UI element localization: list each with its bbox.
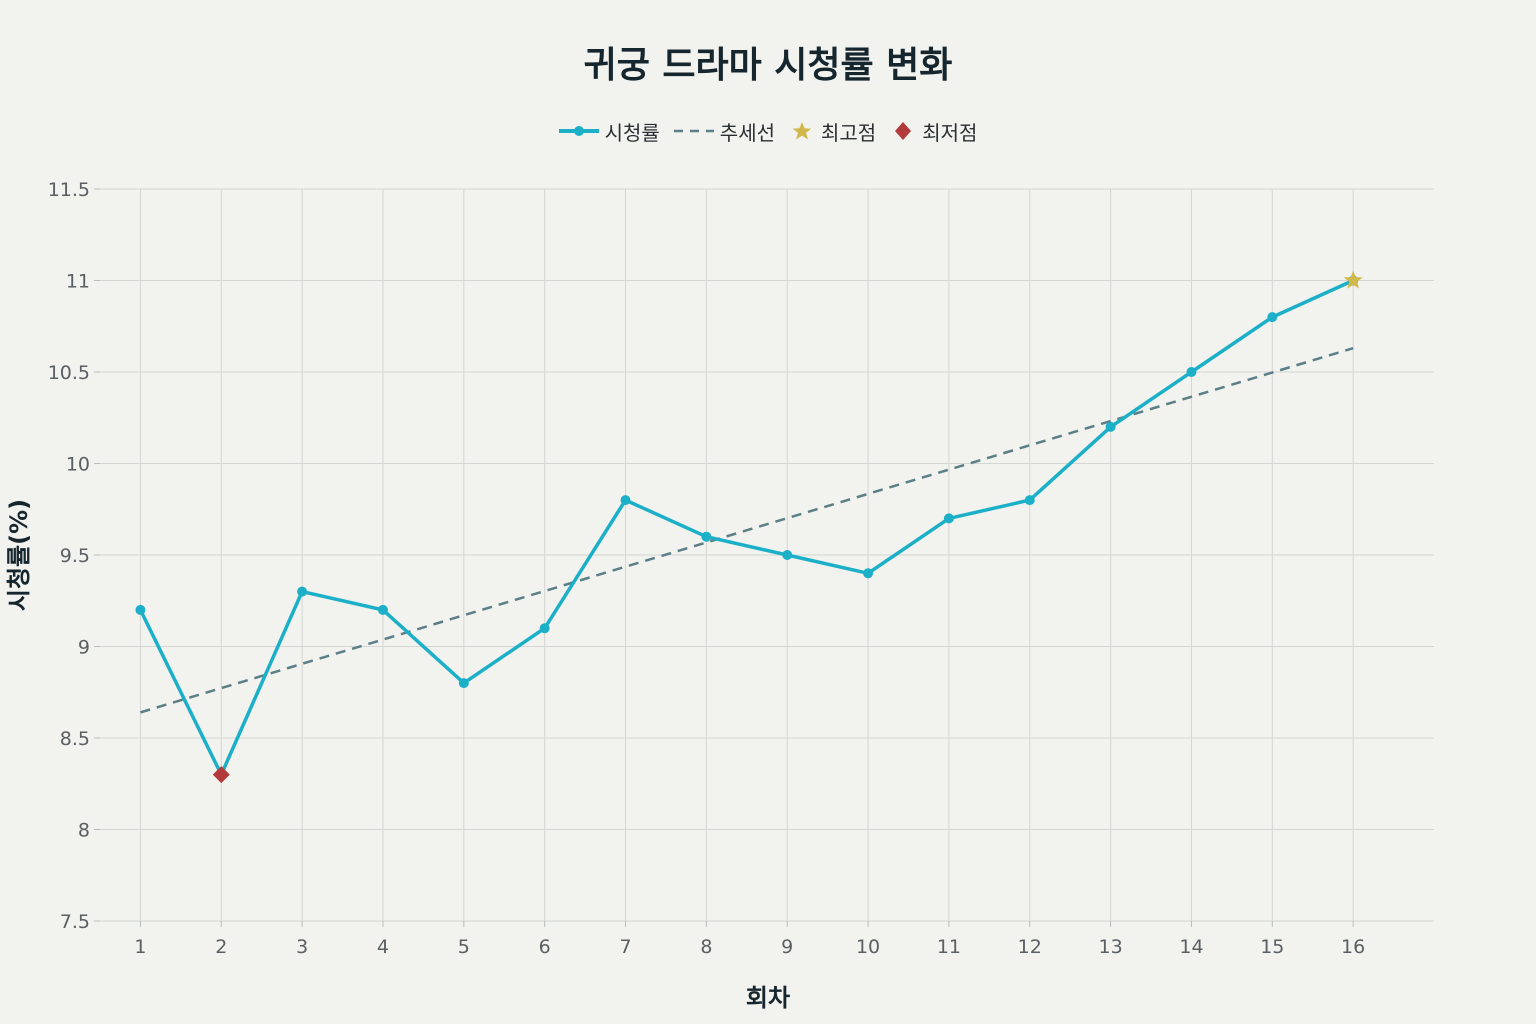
data-point bbox=[863, 568, 874, 579]
x-tick-label: 5 bbox=[458, 936, 470, 958]
legend-item-min[interactable]: 최저점 bbox=[890, 117, 977, 146]
x-tick-label: 16 bbox=[1341, 936, 1365, 958]
data-point bbox=[943, 513, 954, 524]
legend: 시청률 추세선 최고점 최저점 bbox=[0, 114, 1536, 148]
x-tick-label: 14 bbox=[1179, 936, 1203, 958]
chart-title: 귀궁 드라마 시청률 변화 bbox=[583, 45, 953, 86]
y-tick-label: 10 bbox=[66, 454, 90, 476]
legend-label-trend: 추세선 bbox=[719, 120, 775, 145]
y-tick-label: 11.5 bbox=[48, 179, 90, 201]
legend-item-max[interactable]: 최고점 bbox=[789, 117, 876, 146]
data-point bbox=[620, 495, 631, 506]
legend-label-max: 최고점 bbox=[821, 120, 877, 145]
legend-trend-swatch-icon bbox=[673, 129, 714, 133]
x-tick-label: 6 bbox=[539, 936, 551, 958]
trend-line bbox=[140, 347, 1354, 714]
x-tick-label: 11 bbox=[937, 936, 961, 958]
series-line bbox=[138, 278, 1355, 777]
x-tick-label: 9 bbox=[781, 936, 793, 958]
legend-item-line[interactable]: 시청률 bbox=[558, 117, 660, 146]
data-point bbox=[297, 586, 308, 597]
legend-star-icon bbox=[792, 122, 812, 140]
y-tick-label: 10.5 bbox=[48, 362, 90, 384]
x-tick-label: 8 bbox=[700, 936, 712, 958]
data-point bbox=[1024, 495, 1035, 506]
min-diamond-marker bbox=[212, 766, 230, 784]
legend-diamond-icon bbox=[895, 122, 912, 140]
data-point bbox=[458, 678, 469, 689]
data-point bbox=[782, 550, 793, 560]
data-point bbox=[135, 604, 146, 615]
legend-item-trend[interactable]: 추세선 bbox=[673, 117, 775, 146]
legend-line-swatch-icon bbox=[558, 126, 599, 136]
x-tick-label: 2 bbox=[215, 936, 227, 958]
y-tick-label: 11 bbox=[66, 271, 90, 293]
x-axis-title: 회차 bbox=[746, 984, 790, 1012]
y-tick-label: 9 bbox=[78, 637, 90, 659]
data-point bbox=[1267, 312, 1278, 323]
x-tick-label: 4 bbox=[377, 936, 389, 958]
y-tick-label: 7.5 bbox=[60, 911, 90, 933]
data-point bbox=[377, 604, 388, 615]
x-tick-label: 12 bbox=[1018, 936, 1042, 958]
max-star-marker bbox=[1343, 270, 1363, 289]
y-tick-label: 8 bbox=[78, 820, 90, 842]
x-tick-label: 7 bbox=[619, 936, 631, 958]
x-tick-label: 1 bbox=[134, 936, 146, 958]
x-tick-label: 3 bbox=[296, 936, 308, 958]
y-axis-title: 시청률(%) bbox=[5, 499, 33, 611]
x-tick-label: 15 bbox=[1260, 936, 1284, 958]
data-point bbox=[1105, 421, 1116, 432]
legend-label-min: 최저점 bbox=[922, 120, 978, 145]
data-point bbox=[701, 531, 712, 542]
data-point bbox=[1186, 367, 1197, 377]
y-tick-label: 9.5 bbox=[60, 545, 90, 567]
x-tick-label: 10 bbox=[856, 936, 880, 958]
data-point bbox=[539, 623, 550, 634]
y-tick-label: 8.5 bbox=[60, 728, 90, 750]
x-tick-label: 13 bbox=[1099, 936, 1123, 958]
legend-label-line: 시청률 bbox=[604, 120, 660, 145]
